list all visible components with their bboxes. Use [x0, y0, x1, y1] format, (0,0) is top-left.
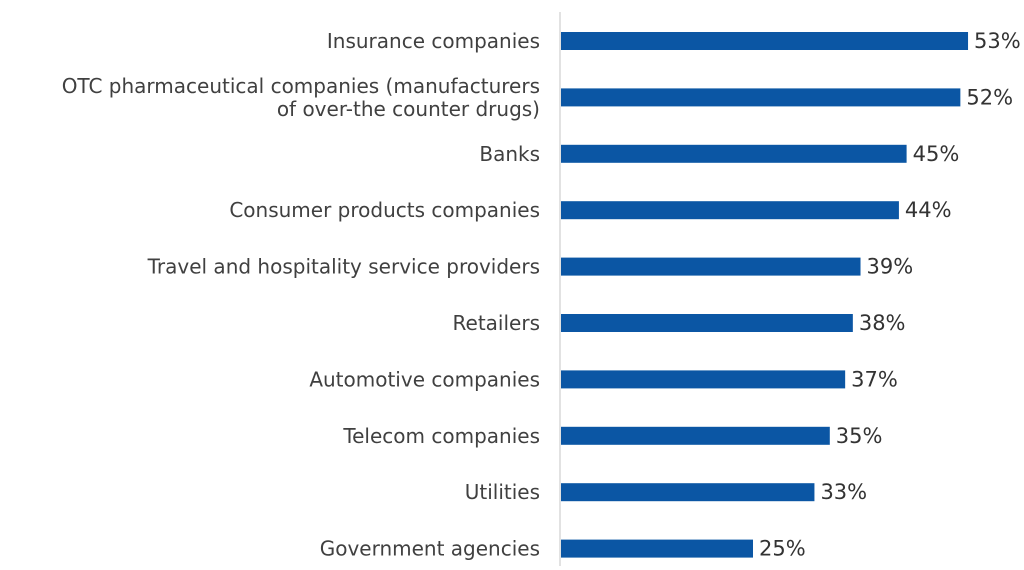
- bar-3: [561, 201, 899, 220]
- value-label-3: 44%: [905, 198, 952, 222]
- value-labels-group: 53% 52% 45% 44% 39% 38% 37% 35% 33% 25%: [759, 29, 1021, 561]
- category-label-6: Automotive companies: [309, 367, 540, 391]
- category-label-1-line-0: OTC pharmaceutical companies (manufactur…: [62, 74, 540, 98]
- bar-9: [561, 539, 753, 558]
- category-label-2: Banks: [479, 142, 540, 166]
- category-label-4: Travel and hospitality service providers: [147, 255, 540, 279]
- category-label-7: Telecom companies: [342, 424, 540, 448]
- bar-8: [561, 483, 815, 502]
- value-label-8: 33%: [820, 480, 867, 504]
- category-labels-group: Insurance companies OTC pharmaceutical co…: [62, 29, 540, 561]
- value-label-9: 25%: [759, 537, 806, 561]
- value-label-6: 37%: [851, 367, 898, 391]
- bar-1: [561, 88, 961, 107]
- category-label-1-line-1: of over-the counter drugs): [277, 97, 540, 121]
- bar-0: [561, 32, 969, 50]
- bars-group: [561, 32, 969, 558]
- bar-5: [561, 314, 853, 332]
- category-label-5: Retailers: [453, 311, 540, 335]
- category-label-3: Consumer products companies: [229, 198, 540, 222]
- category-label-8: Utilities: [465, 480, 540, 504]
- value-label-0: 53%: [974, 29, 1021, 53]
- value-label-7: 35%: [836, 424, 883, 448]
- value-label-2: 45%: [913, 142, 960, 166]
- value-label-1: 52%: [966, 85, 1013, 109]
- bar-4: [561, 257, 861, 276]
- bar-7: [561, 426, 830, 445]
- category-label-9: Government agencies: [320, 537, 540, 561]
- value-label-5: 38%: [859, 311, 906, 335]
- value-label-4: 39%: [867, 255, 914, 279]
- bar-6: [561, 370, 846, 389]
- bar-2: [561, 144, 907, 163]
- category-label-0: Insurance companies: [327, 29, 540, 53]
